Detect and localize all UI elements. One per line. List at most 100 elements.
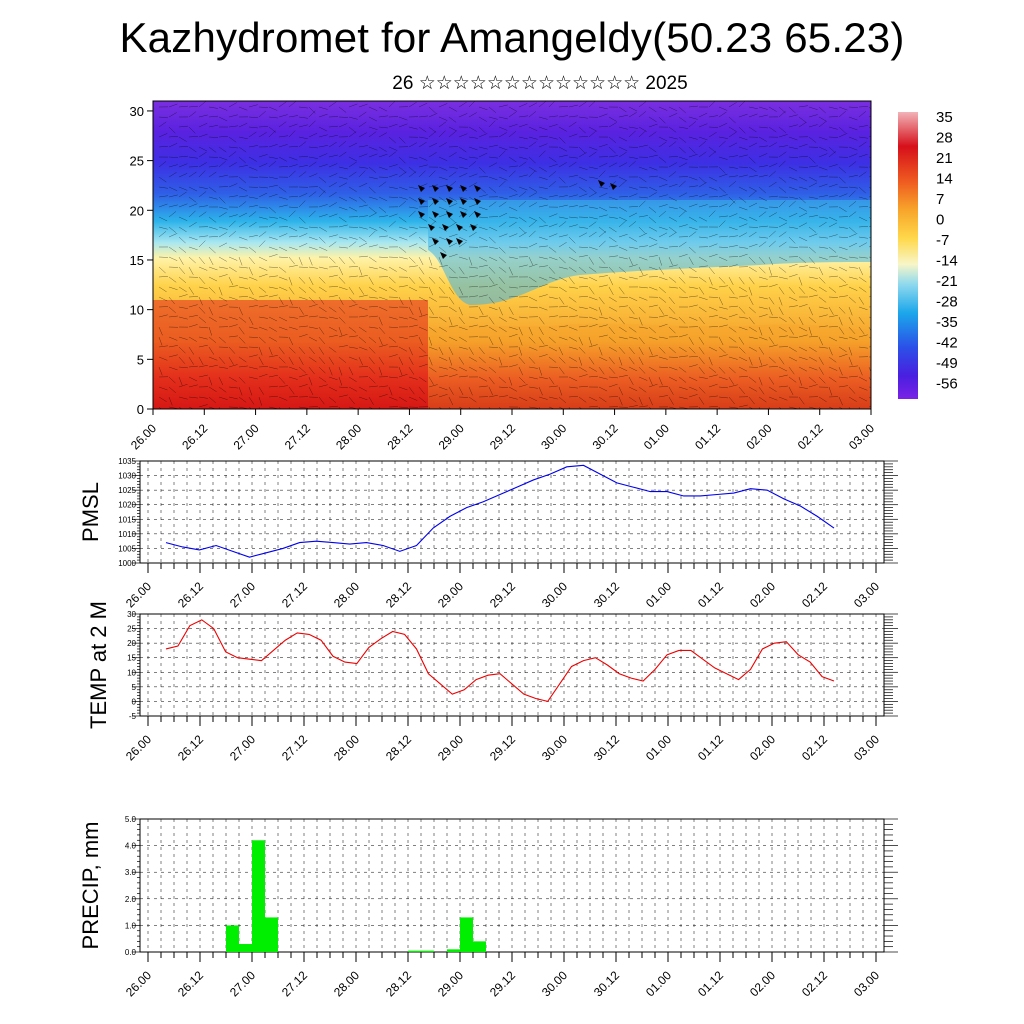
wind-barb [538, 245, 548, 248]
wind-barb [758, 285, 768, 288]
wind-barb [528, 366, 538, 369]
y-tick-label: 5.0 [125, 815, 137, 824]
x-tick-label: 30.12 [590, 421, 621, 452]
wind-barb [678, 396, 688, 400]
wind-barb [778, 374, 788, 378]
wind-barb [608, 136, 617, 143]
wind-barb [198, 316, 207, 323]
wind-barb [868, 406, 871, 408]
wind-barb [728, 384, 738, 388]
wind-barb [558, 204, 568, 208]
wind-barb [678, 346, 687, 352]
x-tick-label: 30.00 [538, 421, 569, 452]
wind-barb [728, 155, 738, 158]
wind-barb [618, 146, 628, 152]
wind-barb [358, 170, 366, 178]
wind-barb [418, 226, 428, 229]
wind-barb [488, 356, 498, 361]
wind-barb [868, 225, 871, 228]
wind-barb [758, 136, 767, 142]
wind-barb [578, 356, 583, 366]
wind-barb [168, 226, 177, 233]
wind-barb [518, 226, 526, 234]
wind-barb [768, 306, 773, 316]
wind-barb [598, 346, 603, 356]
wind-barb [378, 126, 388, 129]
wind-barb [678, 192, 688, 198]
wind-barb [748, 175, 758, 178]
wind-barb [818, 296, 827, 303]
wind-barb [228, 220, 236, 228]
wind-barb [768, 336, 775, 345]
wind-barb [628, 106, 638, 112]
wind-barb [828, 346, 833, 356]
wind-barb [808, 136, 817, 143]
wind-barb [758, 225, 768, 228]
colorbar-label: -21 [936, 273, 958, 290]
wind-barb [838, 326, 845, 335]
wind-barb [358, 166, 368, 169]
wind-barb [778, 356, 785, 365]
wind-barb [208, 236, 218, 238]
wind-barb [288, 206, 298, 208]
wind-barb [788, 296, 798, 302]
wind-barb [258, 240, 266, 248]
wind-barb [638, 186, 648, 189]
wind-barb [748, 286, 753, 296]
wind-barb [378, 344, 388, 348]
wind-barb [738, 306, 746, 314]
wind-barb [728, 175, 738, 178]
wind-barb [598, 266, 608, 268]
wind-barb [328, 101, 337, 108]
wind-barb [468, 346, 474, 355]
wind-barb [168, 112, 177, 118]
wind-barb [628, 126, 638, 129]
wind-barb [678, 241, 687, 248]
wind-barb [318, 266, 328, 270]
wind-barb [568, 161, 577, 168]
wind-barb [808, 156, 816, 164]
wind-barb [178, 266, 186, 275]
wind-flag [470, 224, 477, 231]
wind-barb [508, 316, 518, 321]
wind-barb [758, 241, 767, 248]
wind-barb [758, 266, 766, 274]
wind-barb [388, 336, 397, 343]
wind-barb [638, 346, 644, 355]
wind-barb [538, 366, 543, 376]
wind-barb [198, 276, 206, 284]
wind-barb [158, 161, 167, 168]
wind-barb [578, 136, 588, 138]
wind-barb [838, 110, 846, 118]
wind-barb [648, 336, 658, 340]
wind-barb [418, 346, 426, 354]
wind-barb [318, 204, 328, 208]
wind-barb [788, 366, 795, 375]
wind-barb [298, 216, 306, 224]
wind-barb [668, 171, 677, 178]
wind-barb [348, 171, 357, 178]
wind-barb [478, 226, 488, 231]
wind-barb [168, 186, 178, 192]
wind-barb [328, 386, 338, 392]
wind-barb [848, 346, 853, 356]
wind-flag [474, 185, 481, 192]
wind-barb [168, 286, 178, 291]
wind-barb [318, 376, 327, 383]
wind-barb [648, 192, 657, 198]
wind-barb [648, 123, 658, 128]
wind-barb [718, 285, 728, 288]
wind-barb [398, 226, 408, 230]
wind-barb [688, 146, 696, 154]
wind-barb [508, 295, 518, 298]
wind-barb [588, 146, 598, 151]
wind-barb [528, 141, 537, 148]
wind-barb [588, 324, 598, 328]
wind-barb [728, 286, 735, 295]
wind-barb [428, 266, 438, 270]
wind-barb [508, 186, 517, 192]
wind-barb [838, 126, 846, 134]
wind-barb [868, 156, 871, 158]
wind-barb [408, 243, 418, 248]
wind-barb [188, 203, 198, 208]
